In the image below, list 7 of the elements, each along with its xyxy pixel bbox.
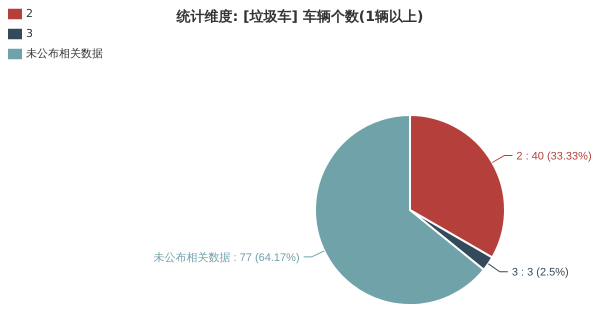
legend-label: 3	[26, 27, 33, 40]
legend-label: 未公布相关数据	[26, 47, 103, 60]
data-label: 未公布相关数据 : 77 (64.17%)	[154, 250, 300, 264]
chart-title: 统计维度: [垃圾车] 车辆个数(1辆以上)	[176, 9, 424, 25]
legend-label: 2	[26, 7, 33, 20]
data-label: 2 : 40 (33.33%)	[516, 150, 592, 162]
data-label: 3 : 3 (2.5%)	[512, 266, 569, 279]
